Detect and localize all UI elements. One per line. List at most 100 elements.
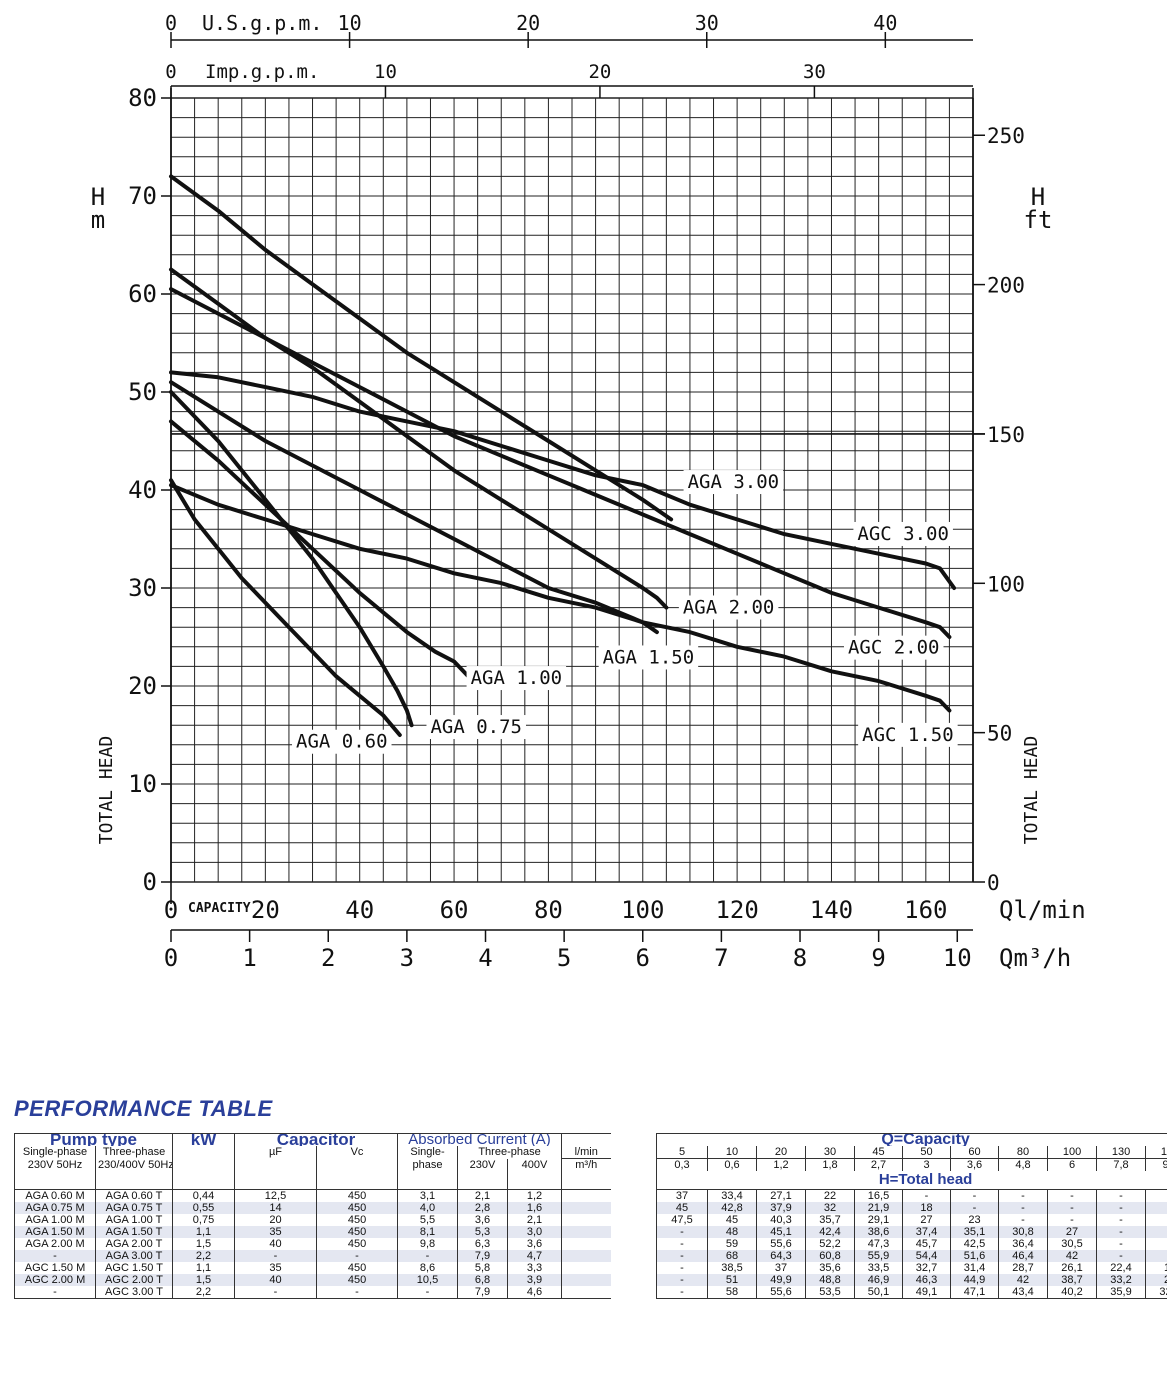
kw-value: 0,55 <box>172 1202 235 1214</box>
x-m3h-tick-label: 8 <box>793 944 807 972</box>
table-row: - AGA 3.00 T 2,2- - -7,9 4,7-68 64,3 60,8 55,9 54… <box>14 1250 1167 1262</box>
kw-value: 0,44 <box>172 1189 235 1202</box>
uf-value: 14 <box>234 1202 317 1214</box>
head-value: - <box>998 1189 1048 1202</box>
vc-value: 450 <box>315 1226 398 1238</box>
curve-label-bg <box>426 715 526 740</box>
q-m3h-value: 7,8 <box>1096 1158 1146 1171</box>
unit-blank <box>561 1238 611 1250</box>
current-230-value: 2,1 <box>457 1189 508 1202</box>
curve-label-bg <box>466 666 567 691</box>
curve-label-bg <box>853 521 953 546</box>
kw-value: 0,75 <box>172 1214 235 1226</box>
head-value: 33,4 <box>707 1189 757 1202</box>
y-left-tick-label: 70 <box>128 182 157 210</box>
head-value: - <box>998 1214 1048 1226</box>
current-single-header: Single- <box>397 1146 458 1159</box>
current-400-value: 1,6 <box>507 1202 562 1214</box>
curve-label-aga-1-50: AGA 1.50 <box>603 646 695 668</box>
current-400-value: 2,1 <box>507 1214 562 1226</box>
q-lmin-value: 20 <box>756 1146 806 1159</box>
x-usgpm-tick-label: 40 <box>873 11 897 35</box>
curve-aga-1-50 <box>169 380 659 635</box>
table-gap <box>610 1226 657 1238</box>
kw-value: 2,2 <box>172 1286 235 1299</box>
head-value: - <box>1096 1250 1146 1262</box>
x-lmin-tick-label: 0 <box>164 896 178 924</box>
head-value: 49,9 <box>756 1274 806 1286</box>
head-value: 42 <box>1047 1250 1097 1262</box>
y-left-tick-label: 30 <box>128 574 157 602</box>
absorbed-current-header: Absorbed Current (A) <box>397 1133 562 1146</box>
x-impgpm-tick-label: 20 <box>588 61 611 83</box>
table-row: AGA 1.00 M AGA 1.00 T 0,75 20 450 5,5 3,6 2,1 47… <box>14 1214 1167 1226</box>
q-lmin-value: 100 <box>1047 1146 1097 1159</box>
head-value: 18 <box>902 1202 951 1214</box>
head-value: - <box>1096 1189 1146 1202</box>
head-value: - <box>1096 1214 1146 1226</box>
chart-grid <box>170 97 985 883</box>
current-single-value: 8,6 <box>397 1262 458 1274</box>
x-m3h-tick-label: 6 <box>636 944 650 972</box>
x-lmin-tick-label: 20 <box>251 896 280 924</box>
current-single-value: 5,5 <box>397 1214 458 1226</box>
q-lmin-value: 5 <box>656 1146 708 1159</box>
vc-value: 450 <box>315 1238 398 1250</box>
table-gap <box>610 1189 657 1202</box>
x-usgpm-unit: U.S.g.p.m. <box>202 11 322 35</box>
y-right-tick-label: 200 <box>987 274 1025 298</box>
x-m3h-tick-label: 9 <box>871 944 885 972</box>
curve-label-aga-0-75: AGA 0.75 <box>430 716 522 738</box>
unit-blank <box>561 1202 611 1214</box>
q-m3h-value: 0,6 <box>707 1158 757 1171</box>
vc-value: 450 <box>315 1262 398 1274</box>
three-phase-model: AGA 2.00 T <box>95 1238 173 1250</box>
x-usgpm-tick-label: 30 <box>695 11 719 35</box>
curve-aga-0-60 <box>169 478 402 737</box>
three-phase-model: AGA 3.00 T <box>95 1250 173 1262</box>
y-right-tick-label: 250 <box>987 124 1025 148</box>
header-spacer <box>172 1171 235 1190</box>
head-value: 47,3 <box>854 1238 903 1250</box>
uf-value: 12,5 <box>234 1189 317 1202</box>
pump-type-header: Pump type <box>14 1133 173 1146</box>
unit-blank <box>561 1226 611 1238</box>
vc-value: 450 <box>315 1202 398 1214</box>
y-right-tick-label: 50 <box>987 722 1012 746</box>
head-value: 60,8 <box>805 1250 855 1262</box>
q-lmin-value: 160 <box>1145 1146 1167 1159</box>
y-right-title: TOTAL HEAD <box>1021 736 1042 844</box>
current-400-value: 3,9 <box>507 1274 562 1286</box>
head-value: 46,4 <box>998 1250 1048 1262</box>
head-value: 29,1 <box>854 1214 903 1226</box>
three-phase-model: AGC 3.00 T <box>95 1286 173 1299</box>
q-m3h-value: 3 <box>902 1158 951 1171</box>
y-right-tick-label: 100 <box>987 572 1025 596</box>
kw-header: kW <box>172 1133 235 1146</box>
uf-value: - <box>234 1286 317 1299</box>
head-value: - <box>1145 1250 1167 1262</box>
y-left-tick-label: 50 <box>128 378 157 406</box>
uf-header: µF <box>234 1146 317 1159</box>
kw-value: 1,5 <box>172 1274 235 1286</box>
y-left-unit-h: H <box>91 183 105 211</box>
kw-value: 1,1 <box>172 1226 235 1238</box>
lmin-label: l/min <box>561 1146 611 1159</box>
vc-blank <box>315 1158 398 1171</box>
head-value: 36,4 <box>998 1238 1048 1250</box>
y-right-tick-label: 150 <box>987 423 1025 447</box>
current-single-value: 8,1 <box>397 1226 458 1238</box>
head-value: - <box>950 1202 999 1214</box>
single-phase-model: AGC 2.00 M <box>14 1274 96 1286</box>
head-value: 35,7 <box>805 1214 855 1226</box>
head-value: 59 <box>707 1238 757 1250</box>
current-230-value: 7,9 <box>457 1250 508 1262</box>
q-lmin-value: 30 <box>805 1146 855 1159</box>
head-value: 42 <box>998 1274 1048 1286</box>
current-single-value: - <box>397 1250 458 1262</box>
curve-label-bg <box>683 470 784 495</box>
curve-label-bg <box>843 635 944 660</box>
current-400-value: 4,6 <box>507 1286 562 1299</box>
current-single-value: 9,8 <box>397 1238 458 1250</box>
head-value: 47,1 <box>950 1286 999 1299</box>
